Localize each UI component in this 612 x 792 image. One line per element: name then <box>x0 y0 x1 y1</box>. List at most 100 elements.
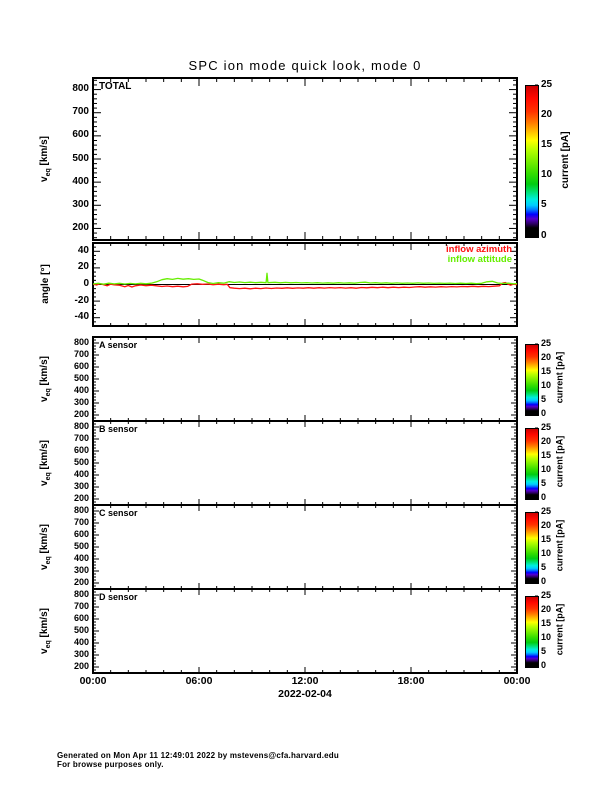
footer-line-1: Generated on Mon Apr 11 12:49:01 2022 by… <box>57 751 339 760</box>
panel-inner-label: TOTAL <box>99 81 132 92</box>
panel-frame <box>92 504 518 590</box>
y-tick-label: 400 <box>73 469 89 480</box>
colorbar <box>525 428 539 500</box>
panel-inner-label: A sensor <box>99 340 138 350</box>
colorbar-tick-label: 10 <box>541 169 553 181</box>
panel-inner-label: C sensor <box>99 508 138 518</box>
colorbar-tick-label: 0 <box>541 408 547 419</box>
y-tick-label: 800 <box>73 421 89 432</box>
y-tick-label: 500 <box>73 457 89 468</box>
y-tick-label: 800 <box>72 83 89 95</box>
x-tick-label: 06:00 <box>185 675 213 687</box>
colorbar-tick-label: 15 <box>541 534 552 544</box>
colorbar-tick-label: 5 <box>541 478 547 489</box>
legend: inflow azimuth inflow attitude <box>312 245 512 265</box>
colorbar <box>525 344 539 416</box>
y-tick-label: 700 <box>73 517 89 527</box>
colorbar-tick-label: 10 <box>541 464 552 475</box>
colorbar-tick-label: 20 <box>541 604 552 614</box>
colorbar-tick-label: 15 <box>541 618 552 628</box>
y-tick-label: 600 <box>73 361 89 372</box>
y-tick-label: 800 <box>73 337 89 348</box>
y-tick-label: 200 <box>73 493 89 504</box>
y-tick-label: 700 <box>73 349 89 360</box>
y-tick-label: 800 <box>73 589 89 599</box>
colorbar-tick-label: 20 <box>541 436 552 447</box>
y-tick-label: 600 <box>72 129 89 141</box>
footer-line-2: For browse purposes only. <box>57 760 164 769</box>
colorbar <box>525 85 539 238</box>
colorbar-tick-label: 20 <box>541 352 552 363</box>
x-tick-label: 18:00 <box>397 675 425 687</box>
colorbar-tick-label: 25 <box>541 78 553 90</box>
series-inflow-azimuth <box>92 281 518 290</box>
colorbar-tick-label: 5 <box>541 394 547 405</box>
colorbar-tick-label: 15 <box>541 450 552 461</box>
y-tick-label: 200 <box>73 409 89 420</box>
colorbar-tick-label: 10 <box>541 380 552 391</box>
y-axis-title: veq [km/s] <box>39 608 52 654</box>
colorbar-tick-label: 5 <box>541 562 547 572</box>
y-axis-title: veq [km/s] <box>39 136 52 182</box>
y-tick-label: 200 <box>72 221 89 233</box>
x-tick-label: 12:00 <box>291 675 319 687</box>
series-inflow-attitude <box>92 272 518 285</box>
y-tick-label: 40 <box>77 244 89 256</box>
y-tick-label: 600 <box>73 445 89 456</box>
y-tick-label: 20 <box>77 261 89 273</box>
legend-entry: inflow azimuth <box>446 244 512 255</box>
colorbar-tick-label: 15 <box>541 366 552 377</box>
colorbar-tick-label: 0 <box>541 660 547 670</box>
y-tick-label: 300 <box>73 481 89 492</box>
y-tick-label: -20 <box>74 294 89 306</box>
colorbar <box>525 512 539 584</box>
x-tick-label: 00:00 <box>79 675 107 687</box>
colorbar-tick-label: 0 <box>541 492 547 503</box>
colorbar-tick-label: 5 <box>541 199 547 211</box>
colorbar-tick-label: 10 <box>541 548 552 558</box>
colorbar-tick-label: 25 <box>541 338 552 349</box>
y-tick-label: 500 <box>73 373 89 384</box>
y-tick-label: -40 <box>74 311 89 323</box>
y-tick-label: 300 <box>72 198 89 210</box>
y-tick-label: 400 <box>72 175 89 187</box>
panel-inner-label: B sensor <box>99 424 138 434</box>
y-tick-label: 400 <box>73 637 89 647</box>
colorbar-tick-label: 20 <box>541 520 552 530</box>
y-tick-label: 200 <box>73 577 89 587</box>
panel-frame <box>92 420 518 506</box>
colorbar-tick-label: 25 <box>541 590 552 600</box>
panel-frame <box>92 588 518 674</box>
legend-entry: inflow attitude <box>447 254 512 265</box>
y-tick-label: 500 <box>73 625 89 635</box>
y-tick-label: 300 <box>73 565 89 575</box>
y-tick-label: 0 <box>83 278 89 289</box>
y-tick-label: 500 <box>72 152 89 164</box>
colorbar-tick-label: 10 <box>541 632 552 642</box>
y-tick-label: 400 <box>73 385 89 396</box>
y-tick-label: 700 <box>73 601 89 611</box>
colorbar-tick-label: 5 <box>541 646 547 656</box>
colorbar-axis-title: current [pA] <box>554 603 565 656</box>
y-tick-label: 200 <box>73 661 89 671</box>
y-tick-label: 500 <box>73 541 89 551</box>
y-tick-label: 400 <box>73 553 89 563</box>
y-tick-label: 700 <box>73 433 89 444</box>
y-tick-label: 800 <box>73 505 89 516</box>
colorbar-tick-label: 25 <box>541 506 552 517</box>
colorbar-tick-label: 20 <box>541 108 553 120</box>
colorbar-tick-label: 0 <box>541 229 547 241</box>
x-tick-label: 00:00 <box>503 675 531 687</box>
panel-inner-label: D sensor <box>99 592 138 602</box>
panel-frame <box>92 336 518 422</box>
y-tick-label: 300 <box>73 649 89 659</box>
colorbar-tick-label: 15 <box>541 138 553 150</box>
panel-frame <box>92 77 518 241</box>
y-tick-label: 700 <box>72 106 89 118</box>
colorbar-axis-title: current [pA] <box>560 130 571 189</box>
y-tick-label: 600 <box>73 613 89 623</box>
footer: Generated on Mon Apr 11 12:49:01 2022 by… <box>57 751 339 769</box>
y-tick-label: 300 <box>73 397 89 408</box>
